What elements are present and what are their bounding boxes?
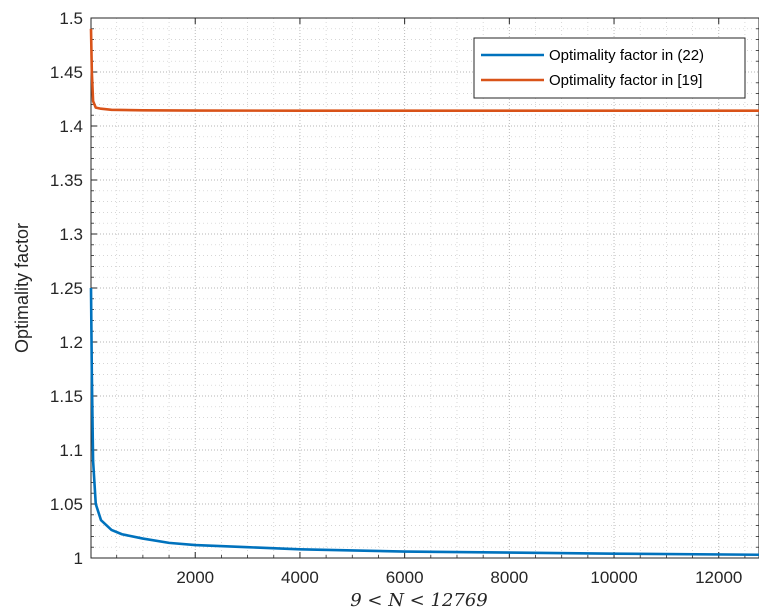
y-tick-label: 1.45 bbox=[50, 63, 83, 82]
x-tick-label: 12000 bbox=[695, 568, 742, 587]
x-tick-label: 2000 bbox=[176, 568, 214, 587]
legend: Optimality factor in (22) Optimality fact… bbox=[473, 37, 746, 99]
series-line-1 bbox=[89, 287, 759, 557]
x-tick-label: 8000 bbox=[490, 568, 528, 587]
y-tick-label: 1.35 bbox=[50, 171, 83, 190]
y-tick-label: 1.05 bbox=[50, 495, 83, 514]
x-tick-label: 6000 bbox=[386, 568, 424, 587]
legend-entry-2: Optimality factor in [19] bbox=[549, 72, 702, 89]
x-tick-label: 10000 bbox=[590, 568, 637, 587]
series-line-2 bbox=[89, 28, 759, 112]
y-tick-label: 1.1 bbox=[59, 441, 83, 460]
y-tick-label: 1 bbox=[74, 549, 83, 568]
y-tick-label: 1.4 bbox=[59, 117, 83, 136]
y-tick-label: 1.2 bbox=[59, 333, 83, 352]
y-tick-label: 1.3 bbox=[59, 225, 83, 244]
legend-box bbox=[473, 37, 746, 99]
legend-entry-1: Optimality factor in (22) bbox=[549, 47, 704, 64]
series-lines bbox=[89, 28, 759, 557]
axis-ticks: 1 1.05 1.1 1.15 1.2 1.25 1.3 1.35 1.4 1.45 1.5 2000… bbox=[50, 9, 759, 587]
grid bbox=[91, 18, 759, 558]
y-tick-label: 1.25 bbox=[50, 279, 83, 298]
x-axis-label: 9 < N < 12769 bbox=[350, 590, 488, 611]
y-tick-label: 1.5 bbox=[59, 9, 83, 28]
x-tick-label: 4000 bbox=[281, 568, 319, 587]
y-axis-label: Optimality factor bbox=[12, 223, 32, 353]
y-tick-label: 1.15 bbox=[50, 387, 83, 406]
